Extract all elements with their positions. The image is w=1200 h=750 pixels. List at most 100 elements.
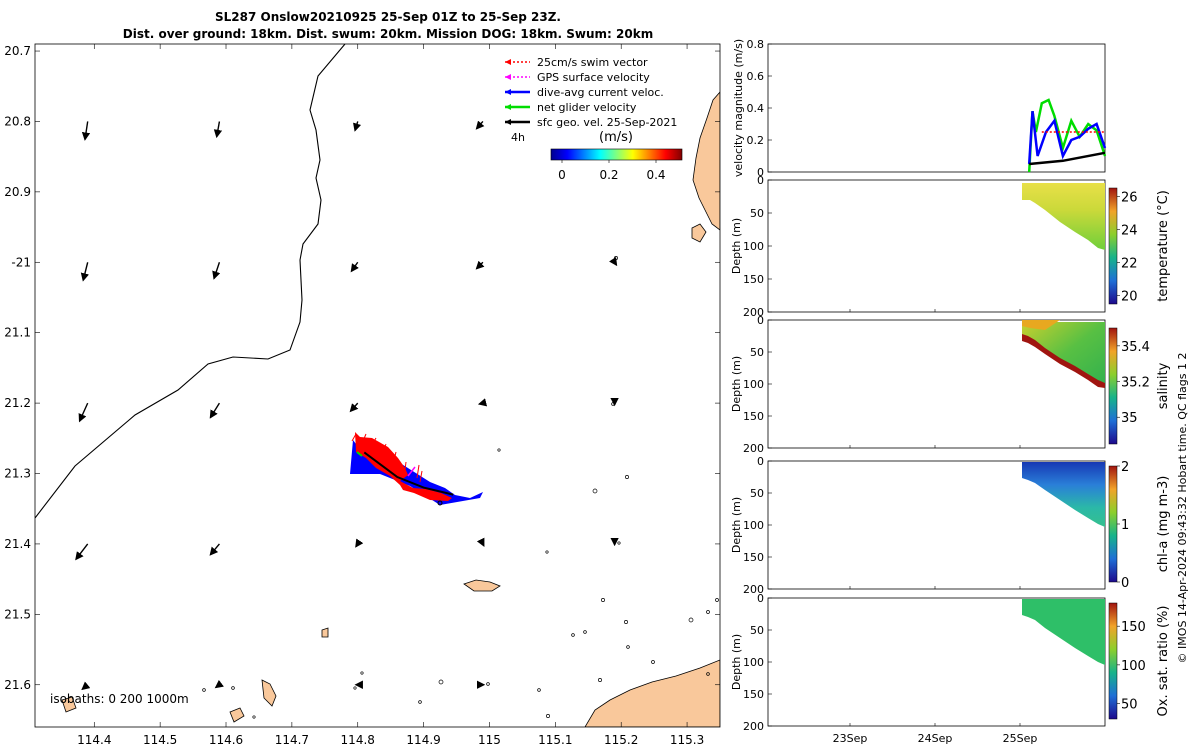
depth-axis-label: Depth (m): [730, 356, 743, 412]
legend-arrowhead: [505, 59, 511, 65]
geo-velocity-arrow: [477, 398, 488, 407]
colorbar-tick-2: 0.4: [646, 168, 665, 182]
depth-tick-label: 0: [757, 592, 764, 605]
isobath-line: [35, 44, 346, 519]
colorbar-tick-label: 35.4: [1121, 340, 1150, 355]
figure-title-line2: Dist. over ground: 18km. Dist. swum: 20k…: [123, 27, 653, 41]
velocity-series-line: [1029, 151, 1106, 166]
velocity-ylabel: velocity magnitude (m/s): [732, 39, 745, 177]
depth-tick-label: 150: [743, 273, 764, 286]
chla-section: [1022, 462, 1105, 527]
colorbar-tick-label: 22: [1121, 257, 1138, 272]
land-island-4: [61, 696, 77, 713]
depth-tick-label: 150: [743, 551, 764, 564]
temperature-panel: [767, 179, 1118, 313]
geo-velocity-arrow: [81, 121, 91, 141]
map-frame: [34, 43, 721, 728]
map-y-tick-label: 20.9: [4, 185, 31, 199]
colorbar-tick-label: 2: [1121, 460, 1129, 475]
map-y-tick-label: 21.6: [4, 678, 31, 692]
isobaths-label: isobaths: 0 200 1000m: [50, 692, 189, 706]
map-content: [35, 44, 720, 727]
velocity-series-line: [1027, 111, 1107, 165]
geo-velocity-arrow: [80, 262, 89, 282]
variable-label: chl-a (mg m-3): [1156, 476, 1171, 573]
map-y-tick-label: 21.1: [4, 326, 31, 340]
depth-tick-label: 200: [743, 583, 764, 596]
geo-velocity-arrow: [609, 256, 618, 267]
geo-velocity-arrow: [78, 402, 89, 423]
map-x-tick-label: 114.9: [406, 733, 440, 747]
map-legend-items: 25cm/s swim vector GPS surface velocity di…: [505, 56, 677, 129]
time-tick-1: 24Sep: [918, 732, 953, 745]
velocity-y-tick-label: 0.2: [747, 134, 765, 147]
map-x-tick-label: 114.4: [77, 733, 111, 747]
map-legend: 25cm/s swim vector GPS surface velocity di…: [505, 56, 683, 182]
geo-velocity-arrow: [355, 538, 364, 548]
velocity-y-tick-label: 0.6: [747, 70, 765, 83]
geo-velocity-arrow: [475, 260, 485, 270]
depth-tick-label: 200: [743, 442, 764, 455]
chla-panel: [767, 460, 1118, 590]
land: [61, 91, 720, 727]
salinity-section: [1022, 322, 1105, 388]
small-islets: [202, 256, 719, 719]
map-time-label: 4h: [511, 131, 525, 144]
map-x-tick-label: 114.6: [209, 733, 243, 747]
geo-velocity-arrow: [476, 537, 485, 547]
glider-track-line: [363, 451, 454, 496]
colorbar-tick-label: 35.2: [1121, 376, 1150, 391]
colorbar-tick-label: 150: [1121, 620, 1146, 635]
salinity-surface-band: [1022, 320, 1060, 330]
geo-velocity-arrow: [81, 681, 91, 691]
legend-arrowhead: [505, 104, 511, 110]
colorbar-tick-label: 20: [1121, 290, 1138, 305]
swim-vector-fill: [355, 432, 452, 501]
glider-track-group: [350, 432, 483, 506]
colorbar-tick-label: 24: [1121, 223, 1138, 238]
variable-label: salinity: [1156, 362, 1171, 409]
variable-label: Ox. sat. ratio (%): [1156, 606, 1171, 717]
colorbar-tick-label: 100: [1121, 659, 1146, 674]
geo-velocity-arrow: [75, 543, 89, 561]
glider-end-marker: [437, 500, 443, 506]
map-x-tick-label: 115.1: [538, 733, 572, 747]
depth-tick-label: 0: [757, 174, 764, 187]
map-y-tick-label: 21.5: [4, 607, 31, 621]
colorbar-tick-label: 26: [1121, 190, 1138, 205]
geo-velocity-arrow: [349, 402, 359, 413]
land-island-3: [229, 707, 245, 723]
map-x-tick-label: 114.8: [341, 733, 375, 747]
map-x-tick-label: 114.7: [275, 733, 309, 747]
depth-tick-label: 200: [743, 720, 764, 733]
swim-vector-hairs: [351, 433, 423, 483]
depth-axis-label: Depth (m): [730, 218, 743, 274]
map-x-ticks: 114.4 114.5 114.6 114.7 114.8 114.9 115 115.1 11…: [77, 44, 704, 747]
geo-velocity-arrow: [209, 402, 221, 419]
net-velocity-mark: [356, 451, 363, 457]
velocity-y-tick-label: 0: [757, 166, 764, 179]
velocity-panel: 0 0.2 0.4 0.6 0.8 velocity magnitude (m/s): [732, 38, 1107, 179]
geo-velocity-arrow: [350, 261, 359, 273]
map-x-tick-label: 115.2: [604, 733, 638, 747]
salinity-panel: [767, 319, 1118, 449]
map-x-tick-label: 115: [478, 733, 501, 747]
depth-tick-label: 200: [743, 306, 764, 319]
colorbar-title: (m/s): [599, 130, 633, 145]
colorbar-tick-0: 0: [558, 168, 566, 182]
speed-colorbar: [550, 148, 683, 161]
geo-velocity-vectors: [75, 120, 619, 691]
map-panel: 114.4 114.5 114.6 114.7 114.8 114.9 115 115.1 11…: [4, 43, 721, 747]
geo-velocity-arrow: [212, 262, 221, 280]
map-y-tick-label: 21.3: [4, 467, 31, 481]
legend-label: 25cm/s swim vector: [537, 56, 648, 69]
legend-arrowhead: [505, 74, 511, 80]
land-island-2: [261, 679, 277, 707]
legend-arrowhead: [505, 119, 511, 125]
depth-tick-label: 100: [743, 656, 764, 669]
colorbar-tick-1: 0.2: [599, 168, 618, 182]
legend-arrowhead: [505, 89, 511, 95]
depth-tick-label: 100: [743, 519, 764, 532]
